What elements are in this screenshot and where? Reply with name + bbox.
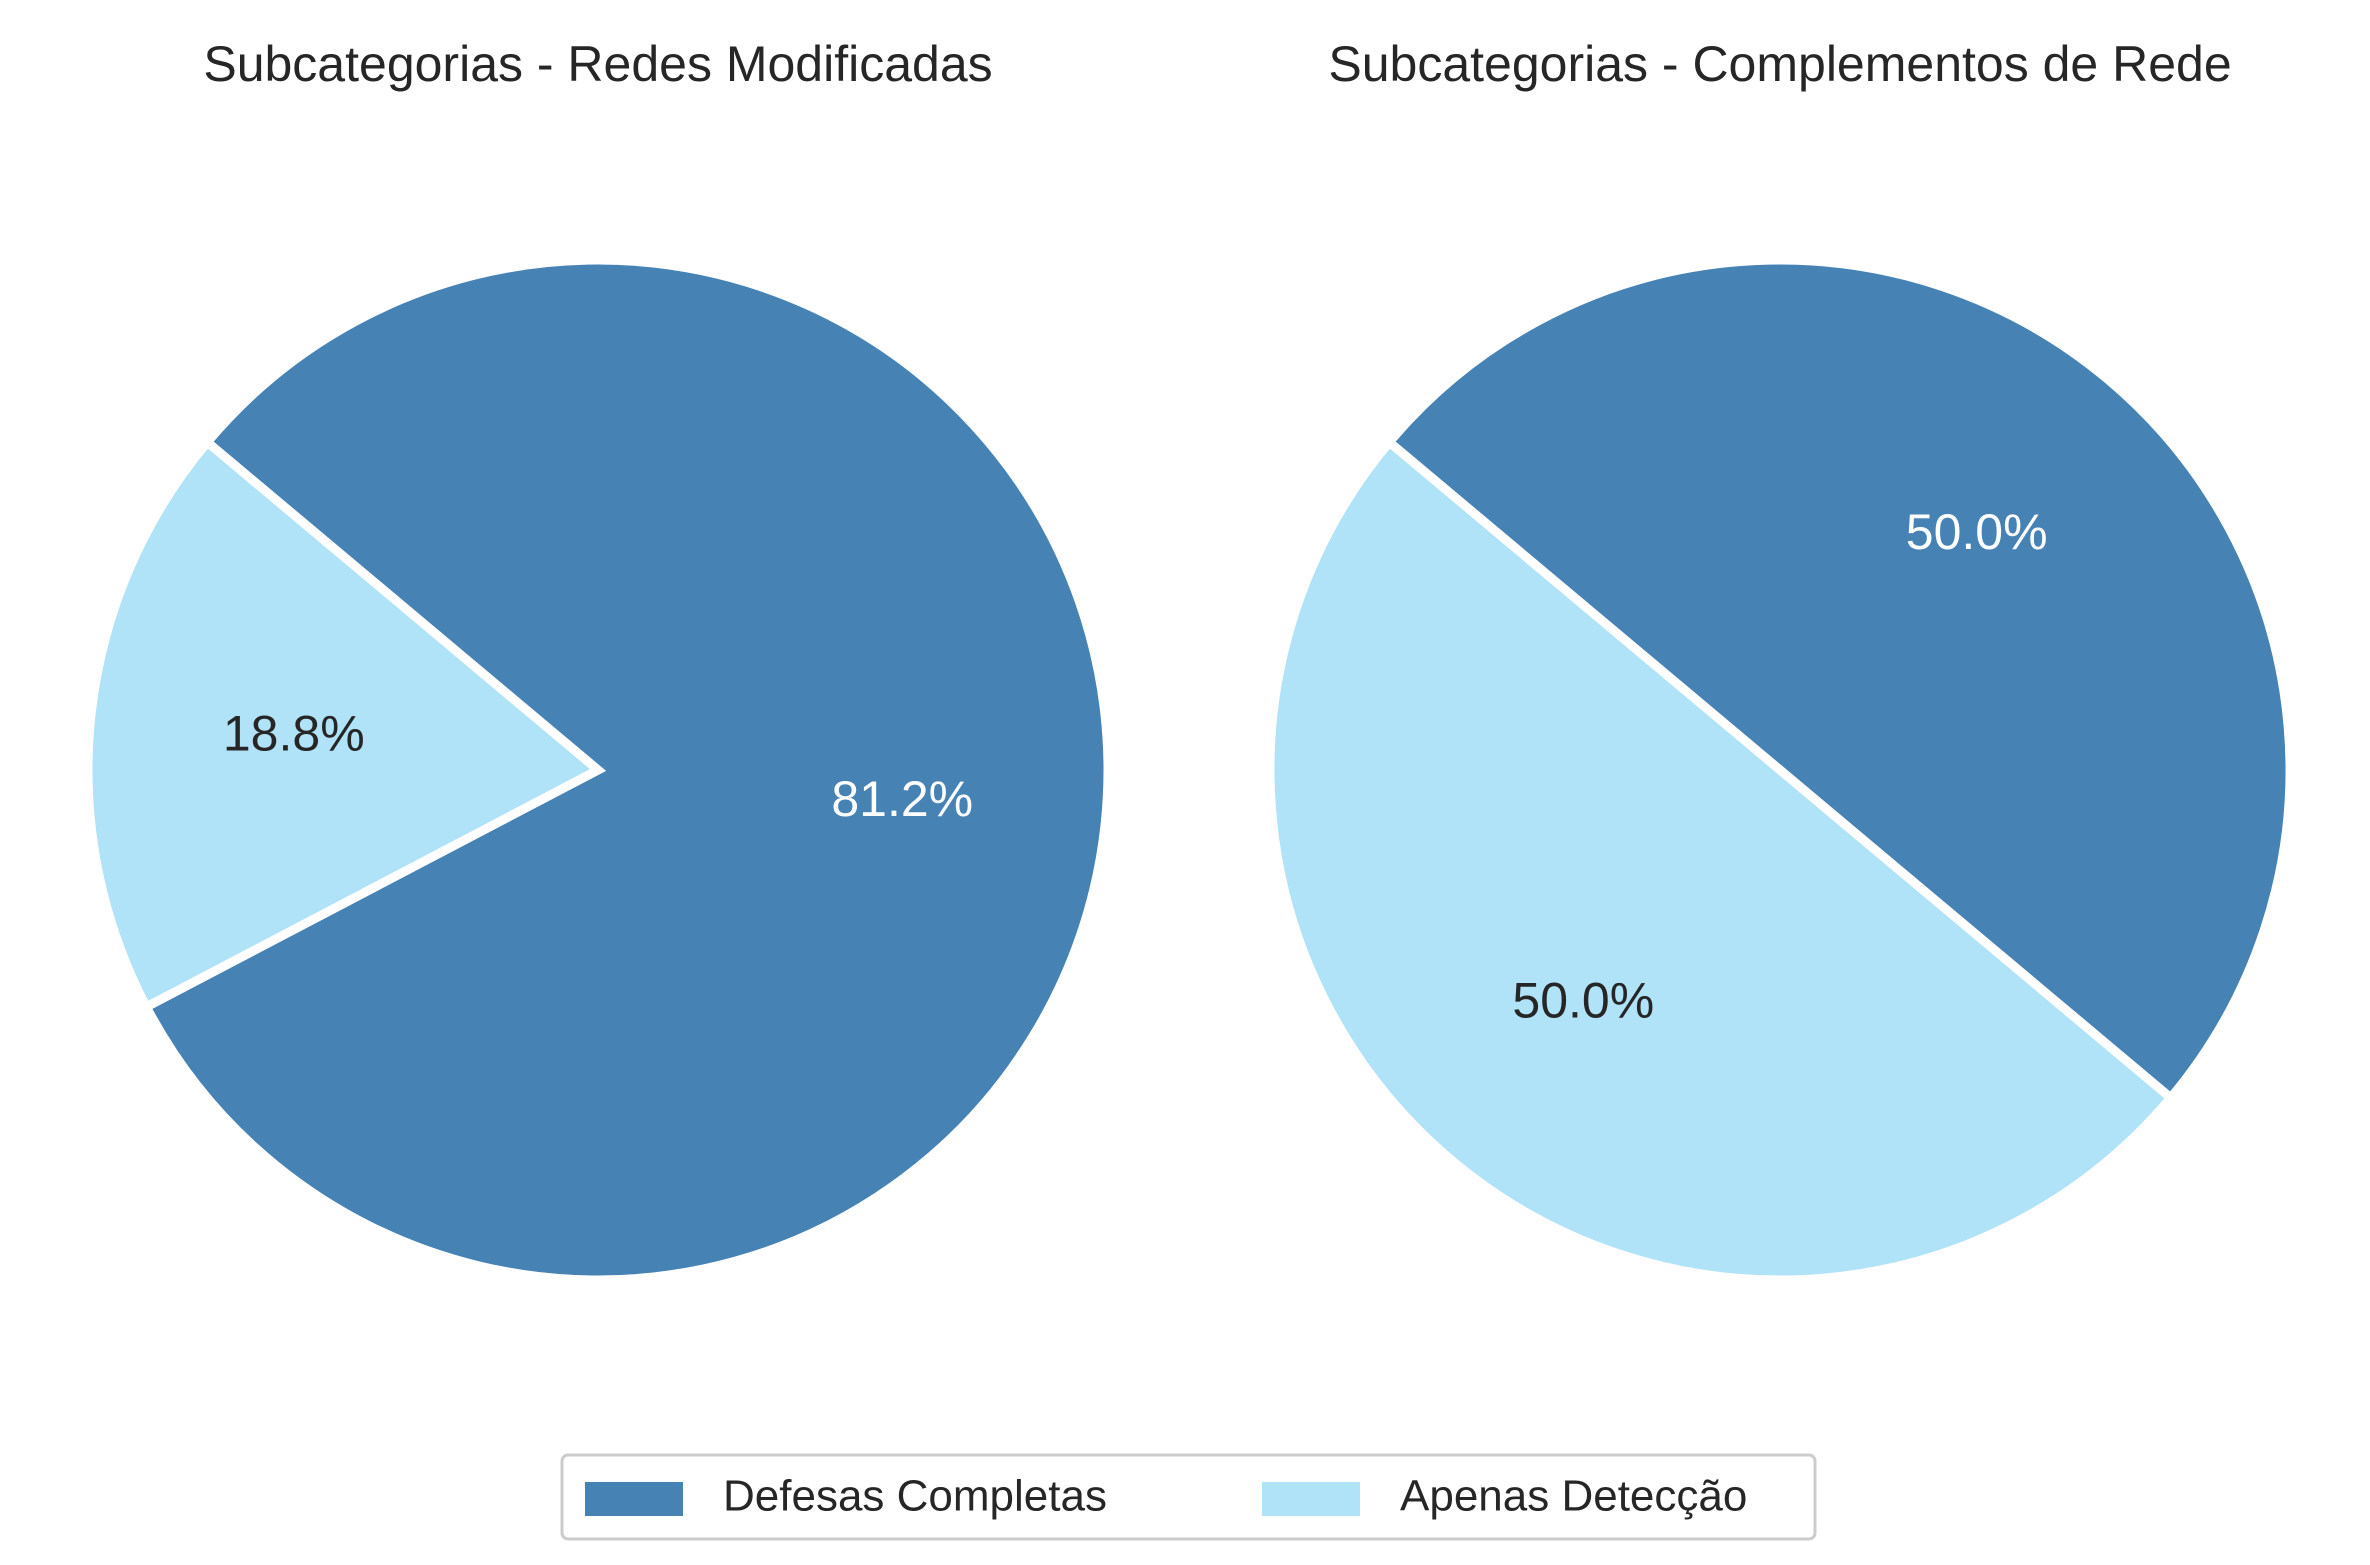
legend-frame <box>560 1453 1817 1541</box>
legend-label: Defesas Completas <box>723 1472 1107 1521</box>
pie-chart-1: Subcategorias - Redes Modificadas 81.2% 18… <box>83 36 1113 1285</box>
slice-value-label: 18.8% <box>223 705 365 761</box>
legend-item-apenas-deteccao: Apenas Detecção <box>1262 1472 1747 1521</box>
pie-chart-2: Subcategorias - Complementos de Rede 50.0… <box>1270 36 2290 1280</box>
pie-slice-defesas-completas <box>1389 260 2290 1098</box>
pie-slice-defesas-completas <box>140 255 1113 1285</box>
legend-label: Apenas Detecção <box>1400 1472 1747 1521</box>
legend-item-defesas-completas: Defesas Completas <box>585 1472 1107 1521</box>
slice-value-label: 50.0% <box>1906 504 2048 560</box>
slice-value-label: 50.0% <box>1512 973 1654 1029</box>
legend-swatch <box>1262 1482 1360 1516</box>
chart-title: Subcategorias - Redes Modificadas <box>203 36 992 92</box>
pie-slice-apenas-deteccao <box>83 435 607 1013</box>
legend-swatch <box>585 1482 683 1516</box>
slice-value-label: 81.2% <box>831 771 973 827</box>
pie-charts: Subcategorias - Redes Modificadas 81.2% 18… <box>83 36 2290 1285</box>
chart-title: Subcategorias - Complementos de Rede <box>1328 36 2231 92</box>
pie-slice-apenas-deteccao <box>1270 442 2171 1280</box>
legend: Defesas Completas Apenas Detecção <box>560 1453 1817 1541</box>
